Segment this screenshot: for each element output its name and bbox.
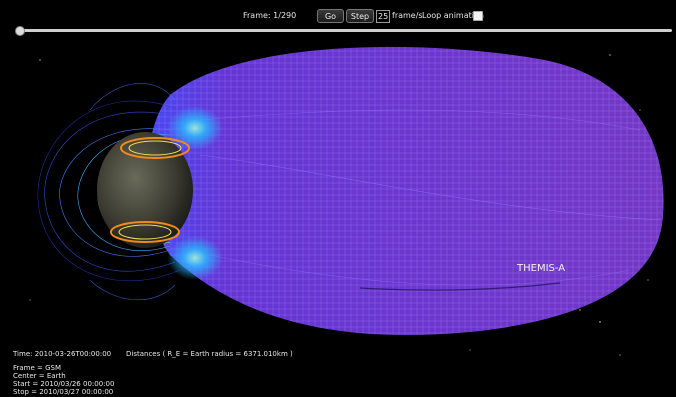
start-info: Start = 2010/03/26 00:00:00 xyxy=(13,380,115,388)
frame-slider-track[interactable] xyxy=(16,29,672,32)
frame-info: Frame = GSM xyxy=(13,364,62,372)
animation-toolbar: Frame: 1/290 Go Step frame/s Loop animat… xyxy=(0,0,676,27)
step-button[interactable]: Step xyxy=(346,9,374,23)
north-aurora-ring xyxy=(120,137,190,159)
loop-animation-label: Loop animation xyxy=(422,11,484,20)
earth xyxy=(97,132,193,248)
magnetotail xyxy=(147,46,664,336)
go-button[interactable]: Go xyxy=(317,9,344,23)
distances-note: Distances ( R_E = Earth radius = 6371.01… xyxy=(126,350,293,358)
satellite-label: THEMIS-A xyxy=(517,263,566,274)
frame-counter: Frame: 1/290 xyxy=(243,11,297,20)
frame-rate-unit: frame/s xyxy=(392,11,423,20)
center-info: Center = Earth xyxy=(13,372,66,380)
stop-info: Stop = 2010/03/27 00:00:00 xyxy=(13,388,114,396)
south-cusp-glow xyxy=(167,236,223,280)
north-cusp-glow xyxy=(167,106,223,150)
south-aurora-ring xyxy=(110,221,180,243)
frame-slider-thumb[interactable] xyxy=(15,26,25,36)
frame-rate-input[interactable] xyxy=(376,10,390,23)
time-readout: Time: 2010-03-26T00:00:00 xyxy=(13,350,112,358)
loop-animation-checkbox[interactable] xyxy=(473,11,483,21)
